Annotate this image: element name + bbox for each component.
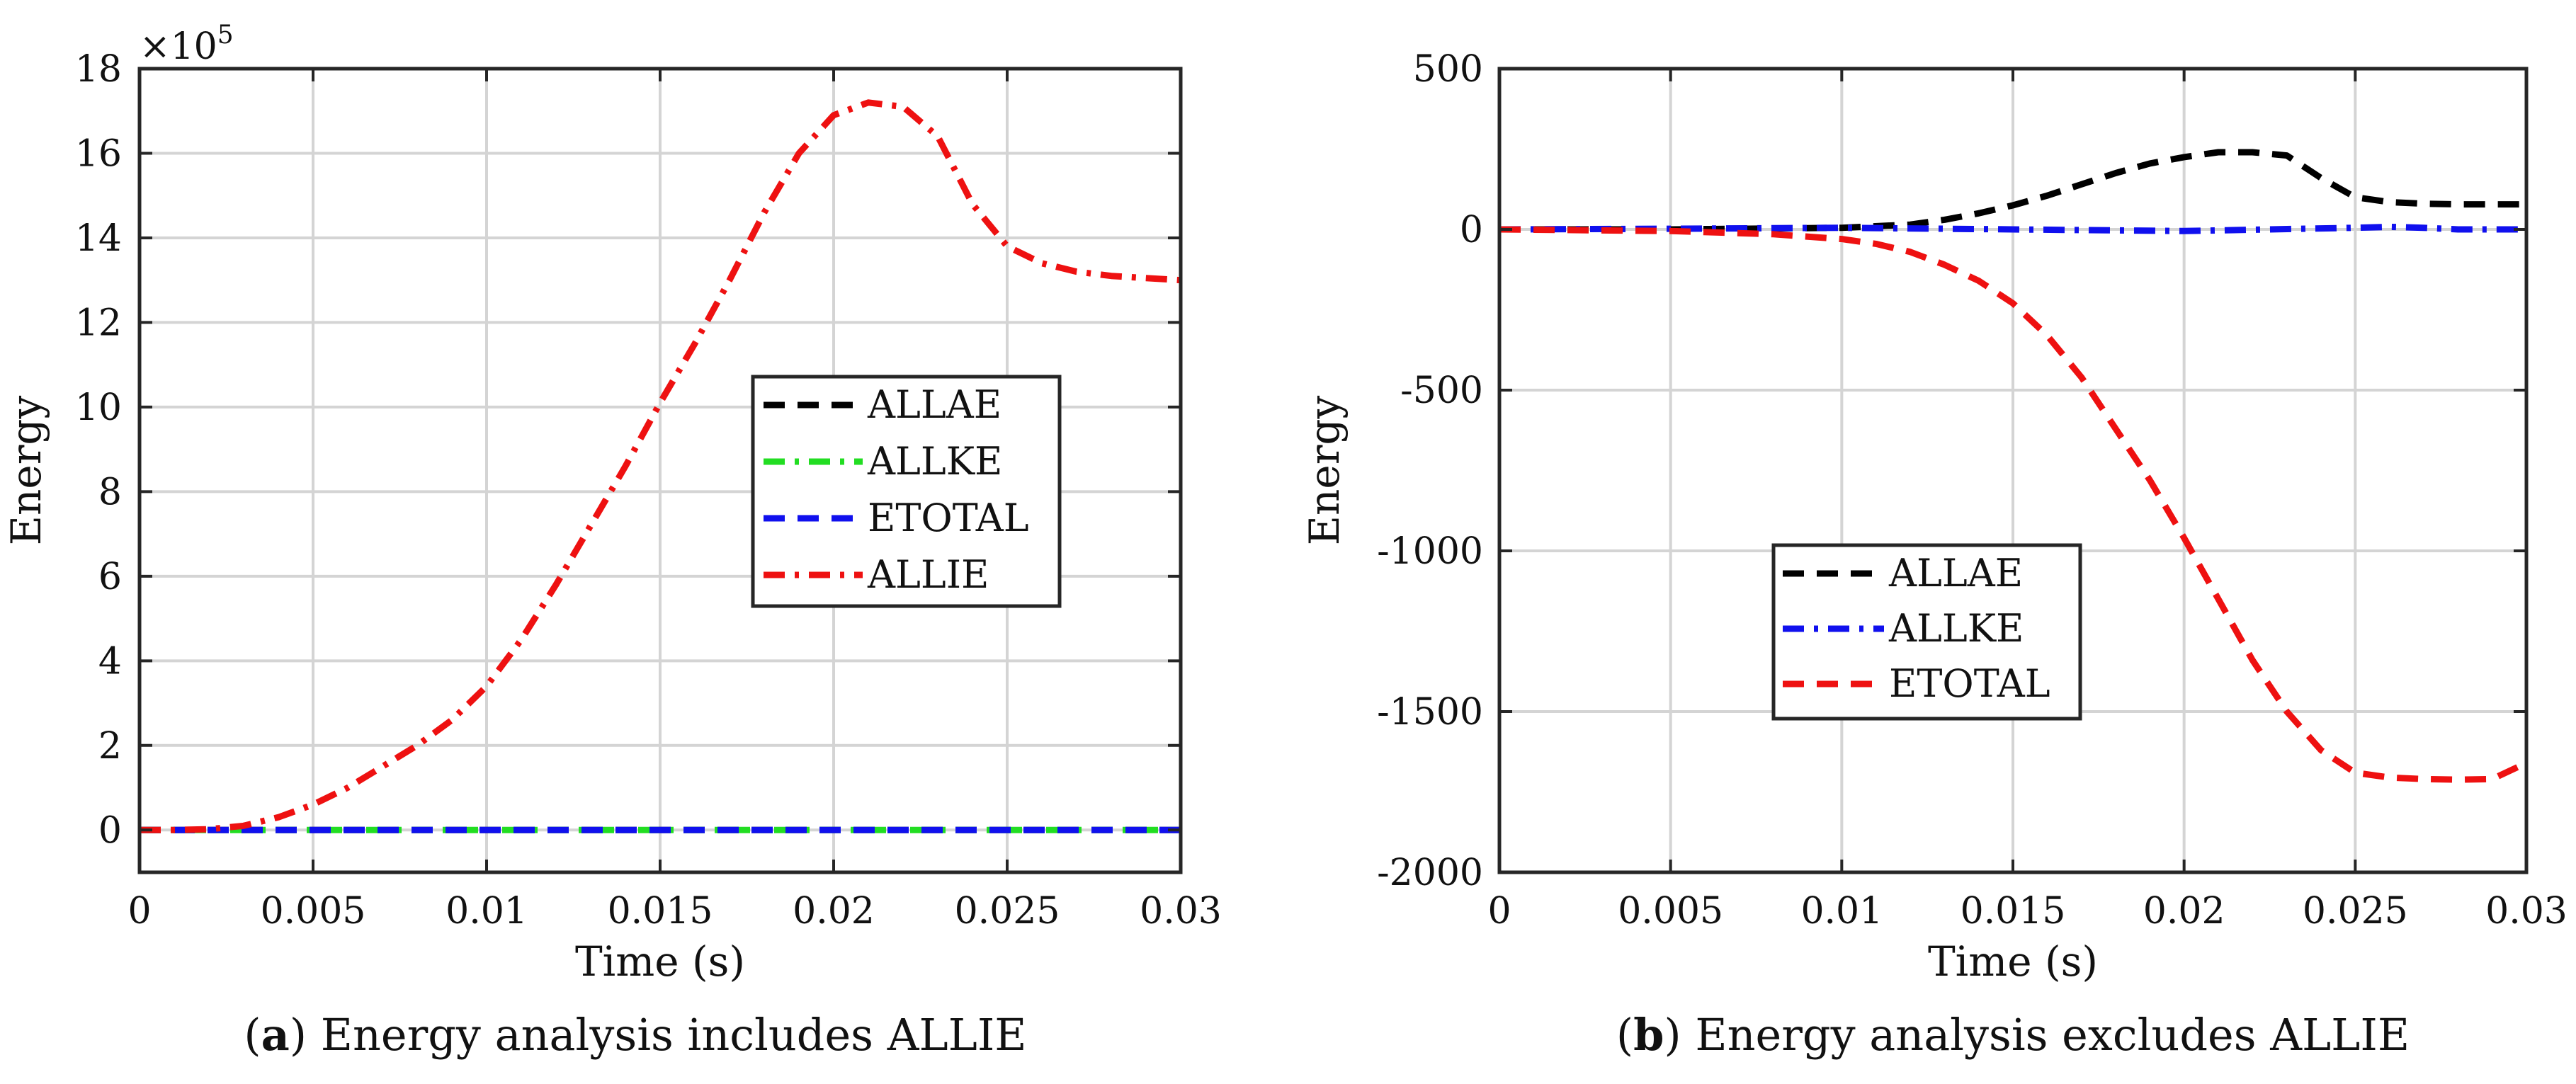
b-series-etotal [1499, 226, 2526, 783]
a-y-tick-label: 0 [98, 809, 122, 852]
panel-b-energy-excludes-allie: 0 0.005 0.01 0.015 0.02 0.025 0.03 -2000 -1500 -1… [1300, 48, 2568, 1061]
b-x-tick-label: 0 [1487, 890, 1511, 932]
a-ticks: 0 0.005 0.01 0.015 0.02 0.025 0.03 0 2 4 6 8 10 12 14 1… [75, 48, 1222, 932]
b-series-allke [1499, 223, 2526, 234]
b-series-allae [1499, 149, 2526, 233]
a-y-tick-label: 18 [75, 48, 122, 91]
b-x-tick-label: 0.025 [2303, 890, 2408, 932]
a-legend-label: ALLAE [867, 382, 1002, 427]
a-caption-text: Energy analysis includes ALLIE [321, 1009, 1027, 1061]
a-y-tick-label: 8 [98, 471, 122, 513]
a-legend-label: ETOTAL [868, 496, 1029, 540]
a-x-axis-label: Time (s) [575, 937, 745, 986]
b-legend-label: ETOTAL [1889, 661, 2050, 706]
a-exponent-base: ×10 [140, 25, 217, 68]
b-y-tick-label: 0 [1460, 209, 1483, 251]
a-x-tick-label: 0.005 [261, 890, 366, 932]
b-x-tick-label: 0.01 [1800, 890, 1883, 932]
b-grid [1498, 67, 2528, 874]
b-legend-box [1771, 543, 2082, 721]
a-y-tick-label: 16 [75, 132, 122, 175]
b-y-tick-label: -1000 [1377, 530, 1483, 573]
a-y-tick-label: 12 [75, 302, 122, 344]
a-legend-label: ALLKE [867, 439, 1002, 484]
a-x-tick-label: 0.01 [446, 890, 528, 932]
a-legend: ALLAE ALLKE ETOTAL ALLIE [751, 375, 1062, 608]
a-series-group [140, 99, 1181, 833]
a-y-tick-label: 10 [75, 387, 122, 429]
a-caption: (a) Energy analysis includes ALLIE [244, 1009, 1026, 1061]
b-y-tick-label: -1500 [1377, 691, 1483, 734]
panel-a-energy-includes-allie: 0 0.005 0.01 0.015 0.02 0.025 0.03 0 2 4 6 8 10 12 14 1… [2, 21, 1222, 1061]
a-y-axis-label: Energy [2, 395, 50, 545]
b-caption-letter: b [1633, 1009, 1664, 1061]
b-series-group [1499, 149, 2526, 783]
b-x-tick-label: 0.005 [1618, 890, 1723, 932]
a-exponent-label: ×105 [140, 21, 234, 68]
a-x-tick-label: 0.03 [1140, 890, 1222, 932]
b-x-axis-label: Time (s) [1928, 937, 2098, 986]
a-exponent-power: 5 [217, 21, 234, 50]
b-legend-label: ALLKE [1888, 606, 2024, 651]
a-legend-box [751, 375, 1062, 608]
a-y-tick-label: 6 [98, 556, 122, 598]
b-y-tick-label: -2000 [1377, 852, 1483, 894]
b-x-tick-label: 0.03 [2485, 890, 2568, 932]
b-ticks: 0 0.005 0.01 0.015 0.02 0.025 0.03 -2000 -1500 -1… [1377, 48, 2568, 932]
b-caption: (b) Energy analysis excludes ALLIE [1616, 1009, 2410, 1061]
a-y-tick-label: 14 [75, 217, 122, 260]
a-caption-letter: a [261, 1009, 290, 1061]
b-legend-label: ALLAE [1888, 551, 2023, 595]
b-y-axis-label: Energy [1300, 395, 1349, 545]
a-y-tick-label: 2 [98, 725, 122, 768]
b-caption-text: Energy analysis excludes ALLIE [1695, 1009, 2410, 1061]
a-x-tick-label: 0 [127, 890, 151, 932]
b-y-tick-label: -500 [1400, 370, 1483, 412]
b-y-tick-label: 500 [1413, 48, 1483, 91]
b-x-tick-label: 0.02 [2143, 890, 2225, 932]
b-x-tick-label: 0.015 [1961, 890, 2066, 932]
a-legend-label: ALLIE [867, 552, 989, 597]
a-x-tick-label: 0.02 [793, 890, 875, 932]
a-x-tick-label: 0.015 [608, 890, 713, 932]
b-legend: ALLAE ALLKE ETOTAL [1771, 543, 2082, 721]
a-x-tick-label: 0.025 [955, 890, 1060, 932]
a-y-tick-label: 4 [98, 640, 122, 683]
